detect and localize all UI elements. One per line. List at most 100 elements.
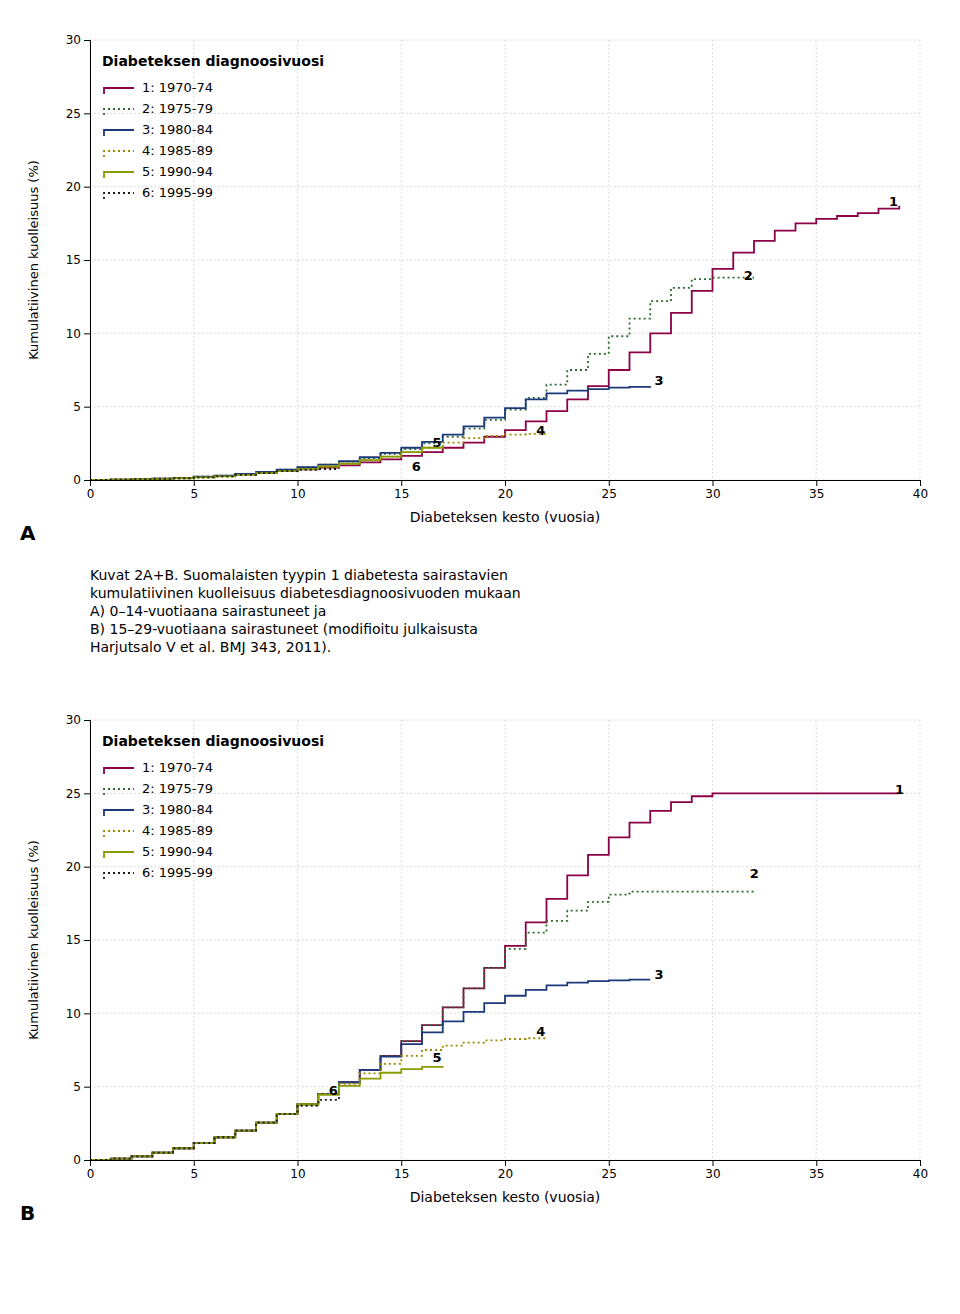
axis-domain — [84, 41, 91, 481]
grid-line-x — [297, 40, 298, 480]
y-tick: 30 — [66, 33, 90, 47]
grid-line-x — [297, 720, 298, 1160]
tick-label: 0 — [73, 1153, 81, 1167]
series-line — [90, 980, 650, 1160]
tick-mark — [609, 480, 610, 486]
legend-label: 5: 1990-94 — [142, 844, 213, 859]
tick-mark — [609, 1160, 610, 1166]
legend-swatch — [104, 789, 134, 795]
tick-label: 25 — [66, 787, 81, 801]
legend-title: Diabeteksen diagnoosivuosi — [102, 733, 324, 749]
legend-swatch — [104, 151, 134, 157]
tick-mark — [84, 1087, 90, 1088]
y-axis: 051015202530 — [66, 713, 91, 1167]
tick-mark — [84, 1160, 90, 1161]
legend-swatch — [104, 831, 134, 837]
legend-title: Diabeteksen diagnoosivuosi — [102, 53, 324, 69]
number-label: 1 — [895, 782, 904, 797]
number-label: 2 — [744, 268, 753, 283]
legend-swatch — [104, 88, 134, 94]
tick-label: 15 — [66, 253, 81, 267]
tick-mark — [194, 480, 195, 486]
y-tick: 10 — [66, 1007, 90, 1021]
tick-label: 10 — [290, 1167, 305, 1181]
x-tick: 40 — [913, 1160, 928, 1181]
grid — [90, 720, 920, 1160]
tick-mark — [84, 40, 90, 41]
tick-label: 20 — [498, 1167, 513, 1181]
legend-label: 6: 1995-99 — [142, 185, 213, 200]
tick-mark — [713, 1160, 714, 1166]
grid-line-y — [90, 1013, 920, 1014]
grid-line-y — [90, 940, 920, 941]
panel: 0510152025303540051015202530Diabeteksen … — [26, 33, 928, 525]
tick-mark — [84, 867, 90, 868]
number-label: 2 — [750, 866, 759, 881]
x-tick: 10 — [290, 480, 305, 501]
series-line — [90, 892, 754, 1160]
y-tick: 25 — [66, 787, 90, 801]
legend-swatch — [104, 873, 134, 879]
legend-label: 4: 1985-89 — [142, 143, 213, 158]
series-line — [90, 434, 547, 480]
tick-label: 30 — [66, 33, 81, 47]
series-line — [90, 793, 899, 1160]
x-tick: 15 — [394, 1160, 409, 1181]
number-label: 3 — [654, 373, 663, 388]
tick-mark — [298, 1160, 299, 1166]
legend-swatch — [104, 810, 134, 816]
tick-mark — [713, 480, 714, 486]
panel: 0510152025303540051015202530Diabeteksen … — [26, 713, 928, 1205]
x-tick: 30 — [705, 480, 720, 501]
legend-swatch — [104, 130, 134, 136]
tick-mark — [84, 260, 90, 261]
y-tick: 10 — [66, 327, 90, 341]
series-line — [90, 469, 339, 480]
number-label: 5 — [432, 1050, 441, 1065]
tick-label: 0 — [73, 473, 81, 487]
tick-label: 25 — [602, 487, 617, 501]
y-axis: 051015202530 — [66, 33, 91, 487]
series-line — [90, 1066, 443, 1160]
x-tick: 30 — [705, 1160, 720, 1181]
legend-swatch — [104, 193, 134, 199]
tick-mark — [84, 187, 90, 188]
tick-label: 5 — [190, 487, 198, 501]
tick-label: 30 — [66, 713, 81, 727]
x-tick: 25 — [602, 480, 617, 501]
tick-label: 5 — [73, 400, 81, 414]
x-tick: 0 — [87, 1160, 95, 1181]
tick-label: 10 — [66, 327, 81, 341]
tick-mark — [84, 940, 90, 941]
grid-line-x — [401, 40, 402, 480]
tick-mark — [401, 480, 402, 486]
y-tick: 30 — [66, 713, 90, 727]
number-label: 1 — [889, 194, 898, 209]
series-line — [90, 206, 899, 480]
legend-label: 1: 1970-74 — [142, 760, 213, 775]
grid-line-x — [608, 720, 609, 1160]
number-label: 5 — [432, 435, 441, 450]
y-tick: 5 — [73, 400, 90, 414]
y-tick: 20 — [66, 860, 90, 874]
panel-label: A — [20, 521, 36, 545]
grid-line-y — [90, 260, 920, 261]
tick-mark — [505, 1160, 506, 1166]
grid-line-y — [90, 720, 920, 721]
x-axis-title: Diabeteksen kesto (vuosia) — [410, 1189, 601, 1205]
legend-label: 4: 1985-89 — [142, 823, 213, 838]
legend-label: 3: 1980-84 — [142, 802, 213, 817]
tick-label: 15 — [66, 933, 81, 947]
tick-label: 25 — [602, 1167, 617, 1181]
legend-label: 6: 1995-99 — [142, 865, 213, 880]
tick-label: 0 — [87, 487, 95, 501]
tick-mark — [84, 720, 90, 721]
tick-label: 35 — [809, 487, 824, 501]
grid-line-x — [712, 720, 713, 1160]
y-tick: 0 — [73, 1153, 90, 1167]
grid-line-y — [90, 866, 920, 867]
tick-label: 10 — [66, 1007, 81, 1021]
tick-mark — [816, 1160, 817, 1166]
tick-label: 40 — [913, 1167, 928, 1181]
tick-mark — [84, 793, 90, 794]
